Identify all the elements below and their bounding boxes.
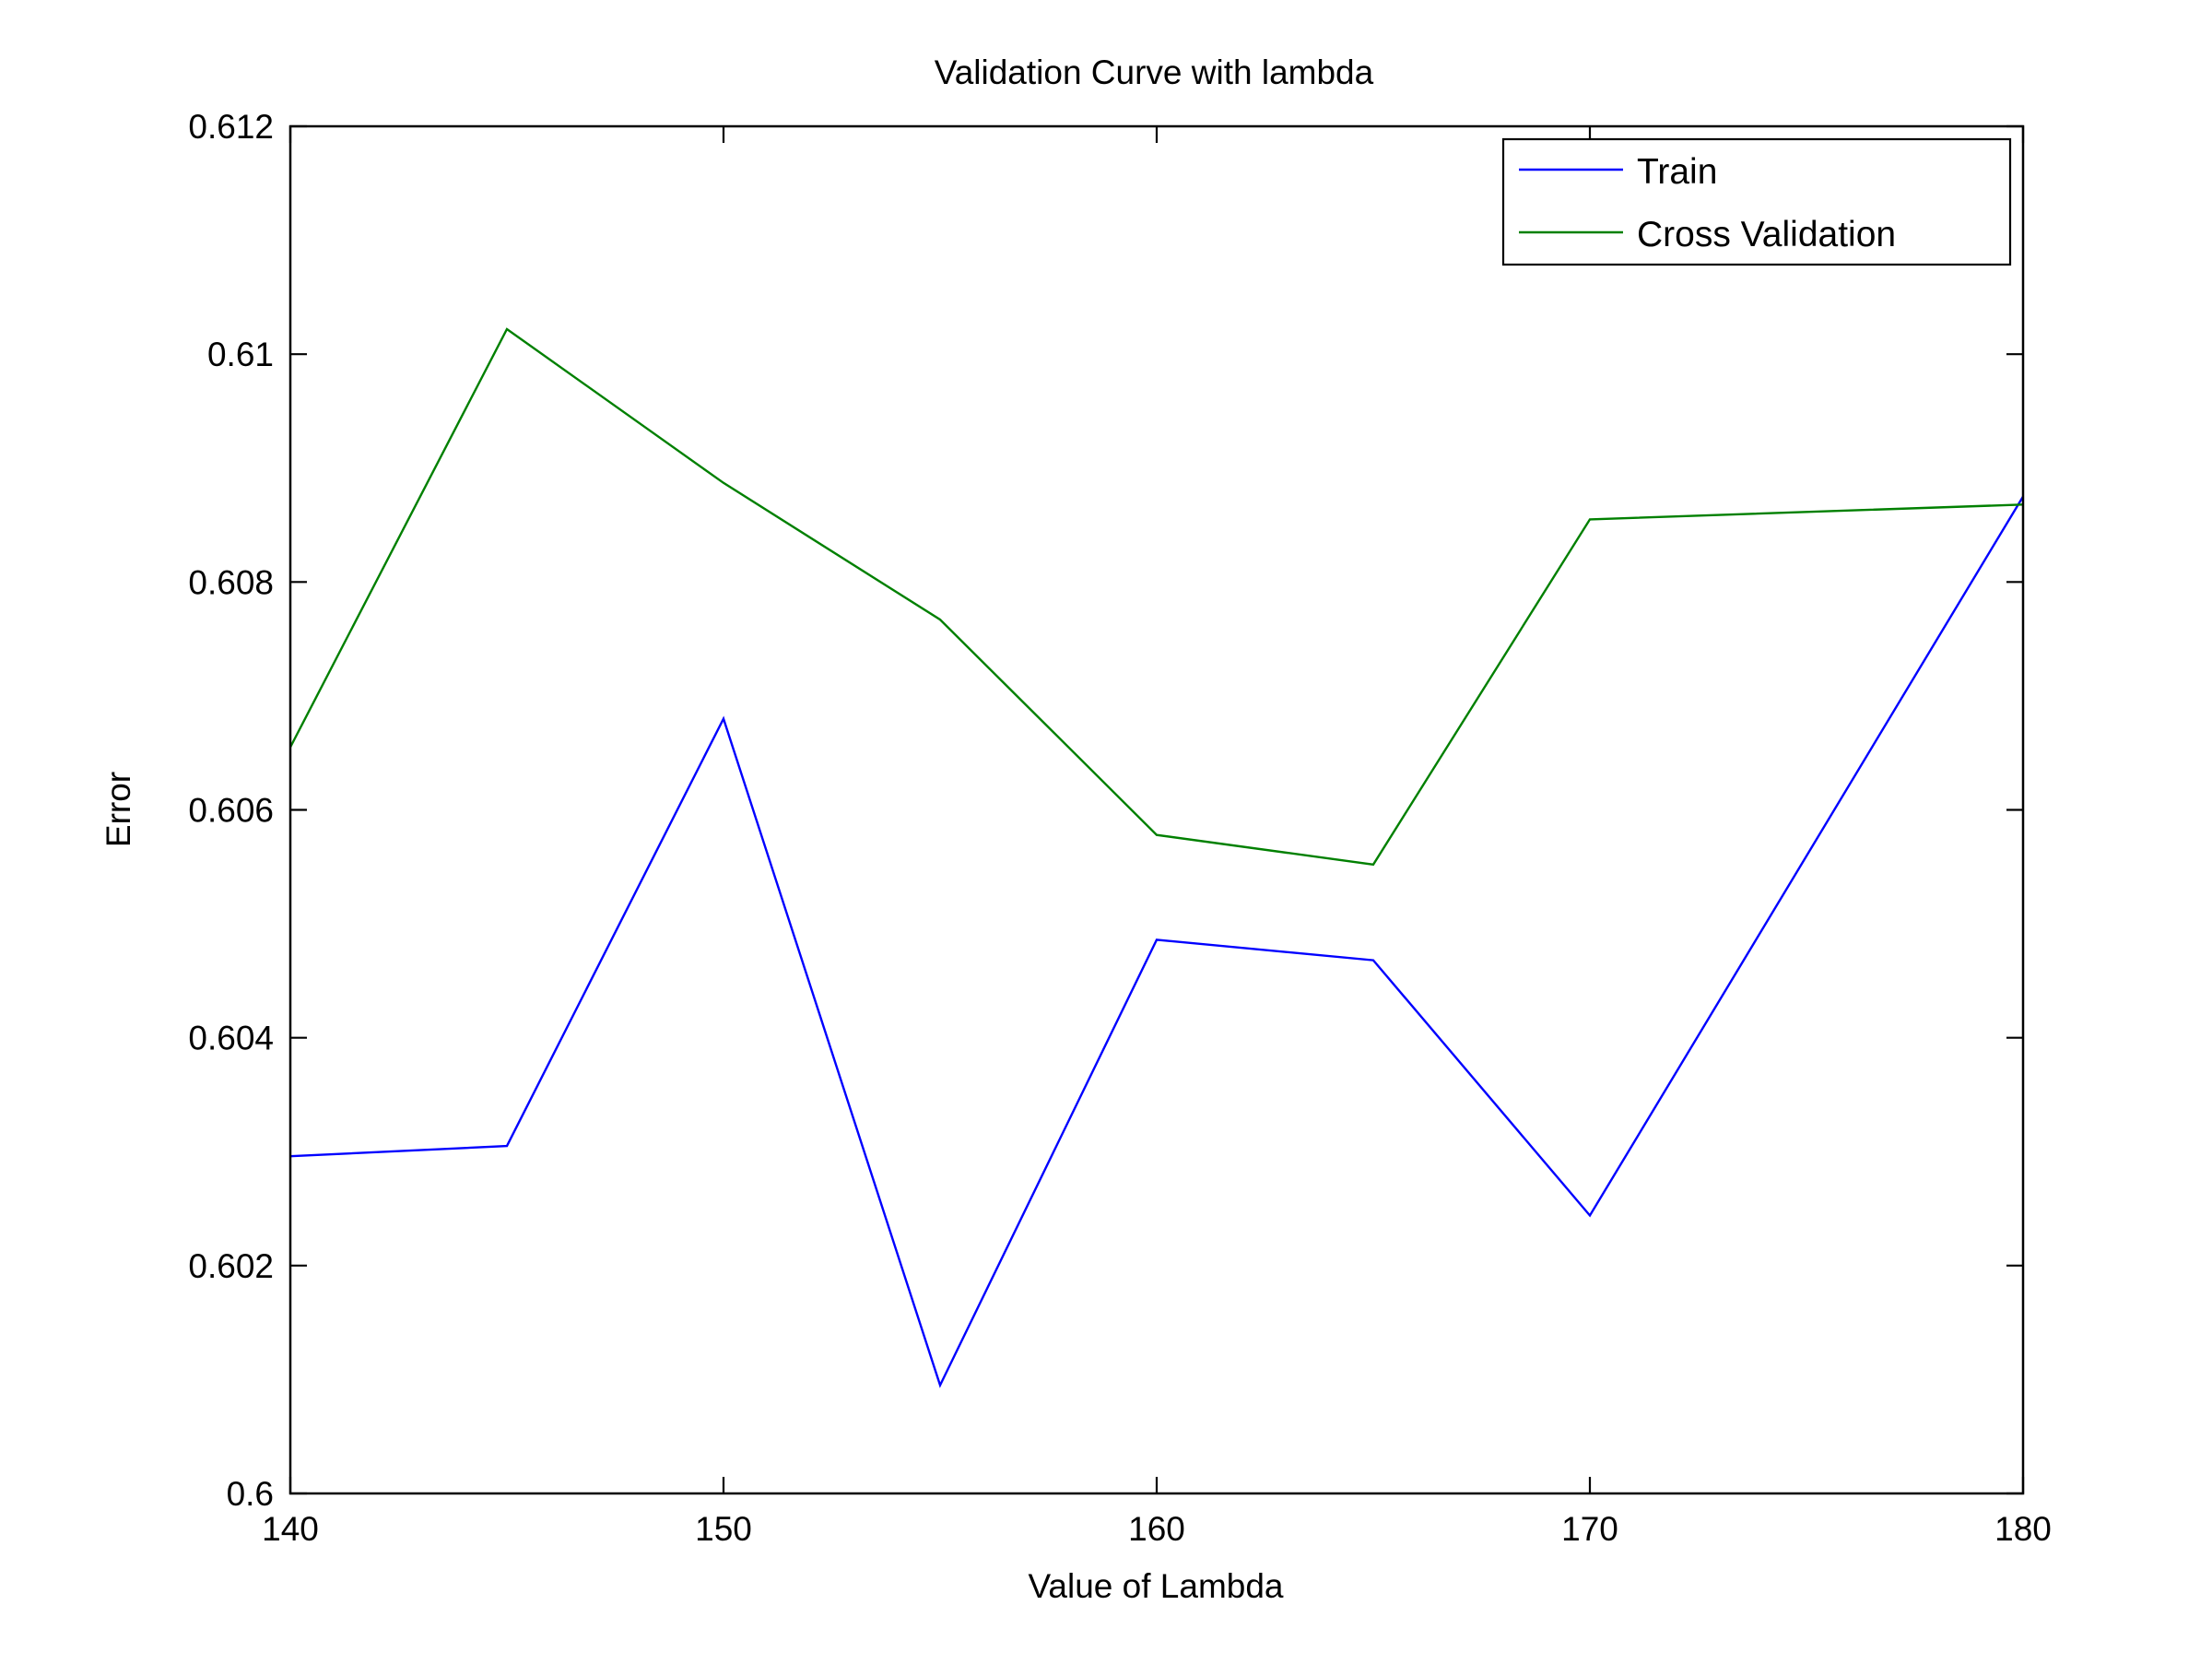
chart-title: Validation Curve with lambda — [935, 53, 1374, 91]
legend-label-1: Cross Validation — [1637, 215, 1896, 254]
series-line-1 — [288, 327, 2024, 867]
plot-area — [288, 327, 2025, 1388]
legend: Train Cross Validation — [1501, 137, 2012, 266]
x-tick-label: 150 — [695, 1510, 752, 1548]
y-tick-label: 0.6 — [227, 1475, 274, 1513]
x-tick-label: 140 — [262, 1510, 319, 1548]
series-line-0 — [289, 495, 2025, 1388]
y-tick-label: 0.608 — [188, 563, 274, 601]
y-axis-label: Error — [100, 772, 137, 847]
x-axis-label: Value of Lambda — [1028, 1567, 1283, 1605]
x-tick-label: 170 — [1561, 1510, 1618, 1548]
y-tick-label: 0.612 — [188, 108, 274, 146]
y-tick-label: 0.604 — [188, 1020, 274, 1057]
x-tick-label: 180 — [1994, 1510, 2052, 1548]
y-tick-label: 0.61 — [207, 336, 274, 373]
y-tick-label: 0.602 — [188, 1247, 274, 1285]
legend-label-0: Train — [1637, 152, 1717, 192]
legend-box — [1501, 137, 2012, 266]
x-tick-label: 160 — [1128, 1510, 1185, 1548]
y-tick-label: 0.606 — [188, 792, 274, 830]
axis-ticks: 140 150 160 170 180 0.6 0.602 0.604 0.606 0.608 0.… — [188, 108, 2051, 1548]
